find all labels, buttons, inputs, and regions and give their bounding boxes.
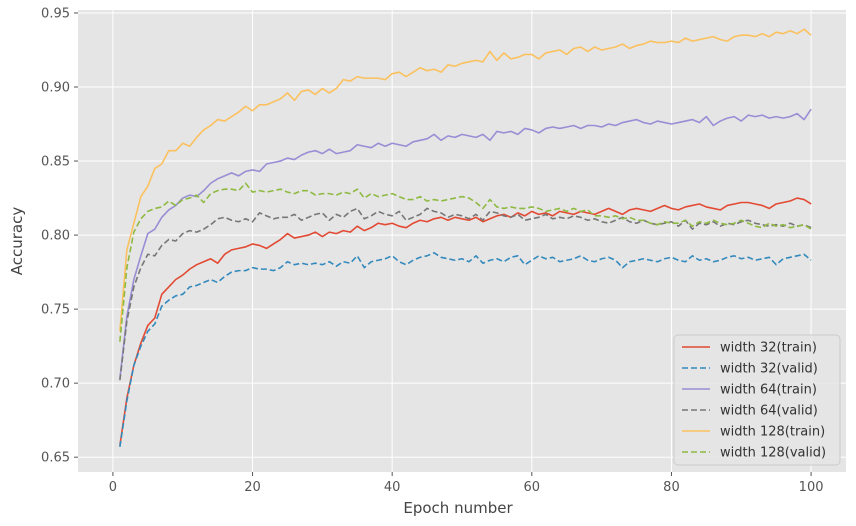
legend-label: width 64(train): [720, 383, 817, 398]
y-tick-label: 0.90: [41, 81, 70, 96]
x-tick-label: 20: [244, 480, 261, 495]
legend-label: width 128(valid): [720, 446, 826, 461]
legend-label: width 32(valid): [720, 362, 818, 377]
series-layer: [119, 28, 812, 447]
series-line-width-128-valid: [119, 182, 812, 342]
y-tick-label: 0.80: [41, 229, 70, 244]
legend-label: width 64(valid): [720, 404, 818, 419]
x-tick-label: 0: [109, 480, 117, 495]
y-axis-label: Accuracy: [8, 207, 26, 276]
series-line-width-64-valid: [119, 207, 812, 381]
y-tick-label: 0.75: [41, 303, 70, 318]
y-tick-label: 0.70: [41, 377, 70, 392]
legend-label: width 32(train): [720, 341, 817, 356]
series-line-width-64-train: [119, 108, 812, 379]
y-tick-label: 0.85: [41, 155, 70, 170]
x-tick-label: 40: [384, 480, 401, 495]
legend-label: width 128(train): [720, 425, 825, 440]
tick-labels: 0 20 40 60 80 100 0.65 0.70 0.75 0.80 0.85 0.90 0.95: [41, 6, 823, 495]
y-tick-label: 0.65: [41, 451, 70, 466]
series-line-width-32-train: [119, 197, 812, 446]
series-line-width-32-valid: [119, 252, 812, 447]
x-tick-label: 60: [524, 480, 541, 495]
x-tick-label: 100: [799, 480, 824, 495]
legend-box: [673, 334, 841, 466]
x-axis-label: Epoch number: [403, 499, 513, 517]
legend: width 32(train) width 32(valid) width 64(t…: [673, 334, 841, 466]
series-line-width-128-train: [119, 28, 812, 332]
y-tick-label: 0.95: [41, 6, 70, 21]
x-tick-label: 80: [663, 480, 680, 495]
